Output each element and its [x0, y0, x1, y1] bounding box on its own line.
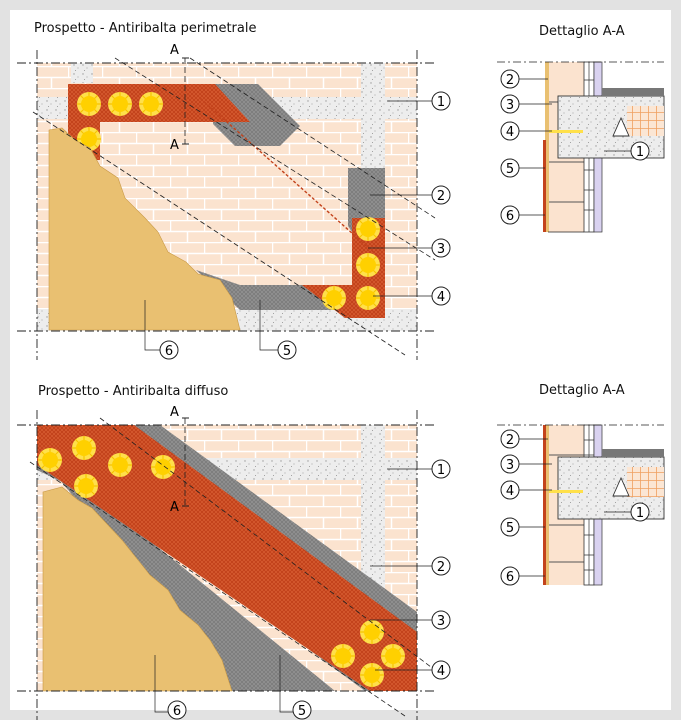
- anchor-icon: [355, 285, 381, 311]
- callout-label: 4: [437, 290, 445, 305]
- anchor-icon: [138, 91, 164, 117]
- callout-label: 5: [506, 162, 514, 177]
- anchor-icon: [107, 91, 133, 117]
- anchor-icon: [107, 452, 133, 478]
- callout-label: 2: [437, 560, 445, 575]
- bottom-elevation: [17, 410, 436, 720]
- anchor-icon: [76, 91, 102, 117]
- callout-label: 1: [636, 145, 644, 160]
- callout-label: 1: [636, 506, 644, 521]
- top-elevation-title: Prospetto - Antiribalta perimetrale: [34, 21, 257, 36]
- top-detail-title: Dettaglio A-A: [539, 24, 625, 39]
- callout-label: 3: [506, 458, 514, 473]
- callout-label: 1: [437, 95, 445, 110]
- top-mortar-upper: [213, 84, 300, 146]
- callout-label: 6: [173, 704, 181, 719]
- anchor-icon: [355, 216, 381, 242]
- anchor-icon: [380, 643, 406, 669]
- callout-label: 4: [506, 484, 514, 499]
- callout-label: 6: [506, 570, 514, 585]
- section-mark: A: [170, 405, 179, 420]
- section-mark: A: [170, 43, 179, 58]
- anchor-icon: [71, 435, 97, 461]
- callout-label: 5: [283, 344, 291, 359]
- callout-label: 5: [506, 521, 514, 536]
- callout-label: 4: [506, 125, 514, 140]
- callout-label: 2: [506, 73, 514, 88]
- callout-labels: 1 2 3 4 5 6 2 3 4 5 6 1 1 2 3 4 5 6 2 3 …: [159, 69, 650, 720]
- bottom-mortar-lower: [60, 480, 335, 691]
- anchor-icon: [355, 252, 381, 278]
- bottom-elevation-title: Prospetto - Antiribalta diffuso: [38, 384, 229, 399]
- top-diagonal-seam: [199, 97, 381, 259]
- anchor-icon: [359, 619, 385, 645]
- bottom-plaster-area: [42, 486, 233, 692]
- bottom-detail-title: Dettaglio A-A: [539, 383, 625, 398]
- callout-label: 4: [437, 664, 445, 679]
- top-frame-column-left: [71, 63, 93, 83]
- anchor-icon: [37, 447, 63, 473]
- section-mark: A: [170, 138, 179, 153]
- callout-label: 5: [298, 704, 306, 719]
- callout-label: 2: [506, 433, 514, 448]
- bottom-mesh-band: [37, 425, 417, 691]
- top-elevation: [17, 50, 436, 360]
- anchor-icon: [330, 643, 356, 669]
- section-mark: A: [170, 500, 179, 515]
- callout-label: 2: [437, 189, 445, 204]
- top-mortar-lower: [196, 270, 345, 310]
- callout-label: 3: [437, 614, 445, 629]
- anchor-icon: [321, 285, 347, 311]
- top-plaster-area: [48, 127, 241, 331]
- callout-label: 6: [506, 209, 514, 224]
- anchor-icon: [359, 662, 385, 688]
- callout-label: 6: [165, 344, 173, 359]
- callout-label: 3: [506, 98, 514, 113]
- callout-label: 1: [437, 463, 445, 478]
- callout-label: 3: [437, 242, 445, 257]
